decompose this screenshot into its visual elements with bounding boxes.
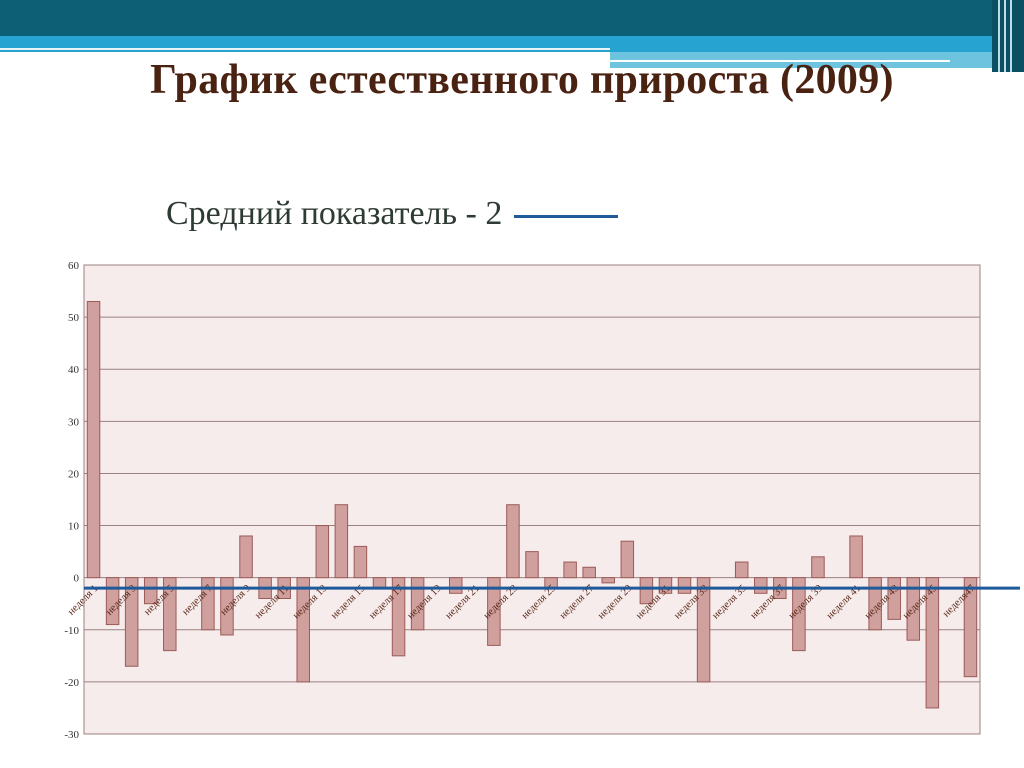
- bar: [124, 577, 139, 667]
- bar: [448, 577, 463, 594]
- y-tick-label: 10: [68, 521, 80, 533]
- banner-corner-line-3: [1010, 0, 1012, 72]
- bar: [315, 525, 330, 579]
- bar: [639, 577, 654, 605]
- bar: [734, 561, 749, 579]
- bar: [696, 577, 711, 683]
- bar: [86, 300, 101, 579]
- y-tick-label: 60: [68, 260, 80, 272]
- bar: [677, 577, 692, 594]
- bar: [849, 535, 863, 579]
- slide-title: График естественного прироста (2009): [150, 57, 894, 103]
- bar: [754, 577, 768, 594]
- banner-corner-line-1: [998, 0, 1000, 72]
- bar: [925, 577, 940, 709]
- bar: [582, 566, 596, 579]
- bar: [506, 504, 520, 579]
- bar: [525, 551, 539, 579]
- header-banner: [0, 0, 1024, 72]
- bar: [239, 535, 253, 579]
- y-tick-label: 40: [68, 364, 80, 376]
- bar: [296, 577, 310, 683]
- banner-dark-band: [0, 0, 1024, 36]
- bar: [410, 577, 425, 631]
- average-legend-line: [514, 214, 619, 218]
- bar: [220, 577, 234, 636]
- bar: [811, 556, 825, 579]
- y-tick-label: -10: [64, 625, 79, 637]
- bar: [353, 545, 368, 579]
- banner-white-stripe: [0, 48, 610, 50]
- y-tick-label: 20: [68, 468, 80, 480]
- bar: [868, 577, 882, 631]
- average-legend: Средний показатель - 2: [166, 192, 619, 236]
- bar: [163, 577, 177, 652]
- bar: [963, 577, 978, 678]
- banner-corner-block: [992, 0, 1024, 72]
- y-tick-label: 0: [74, 573, 80, 585]
- bars: [86, 300, 978, 709]
- bar: [487, 577, 501, 646]
- banner-accent-line: [610, 60, 950, 62]
- y-tick-label: 50: [68, 312, 80, 324]
- bar: [563, 561, 577, 579]
- y-axis-tick-labels: 60 50 40 30 20 10 0 -10 -20 -30: [64, 260, 79, 741]
- bar: [143, 577, 158, 605]
- plot-area: [83, 264, 981, 735]
- bar: [372, 577, 387, 589]
- y-tick-label: -30: [64, 729, 79, 741]
- bar: [201, 577, 215, 631]
- y-tick-label: 30: [68, 416, 80, 428]
- y-tick-label: -20: [64, 677, 79, 689]
- bar: [391, 577, 406, 657]
- bar: [334, 504, 349, 579]
- bar: [792, 577, 806, 652]
- bar: [620, 540, 635, 579]
- banner-corner-line-2: [1004, 0, 1006, 72]
- bar: [906, 577, 921, 641]
- bar: [601, 577, 616, 584]
- average-label: Средний показатель - 2: [166, 195, 503, 232]
